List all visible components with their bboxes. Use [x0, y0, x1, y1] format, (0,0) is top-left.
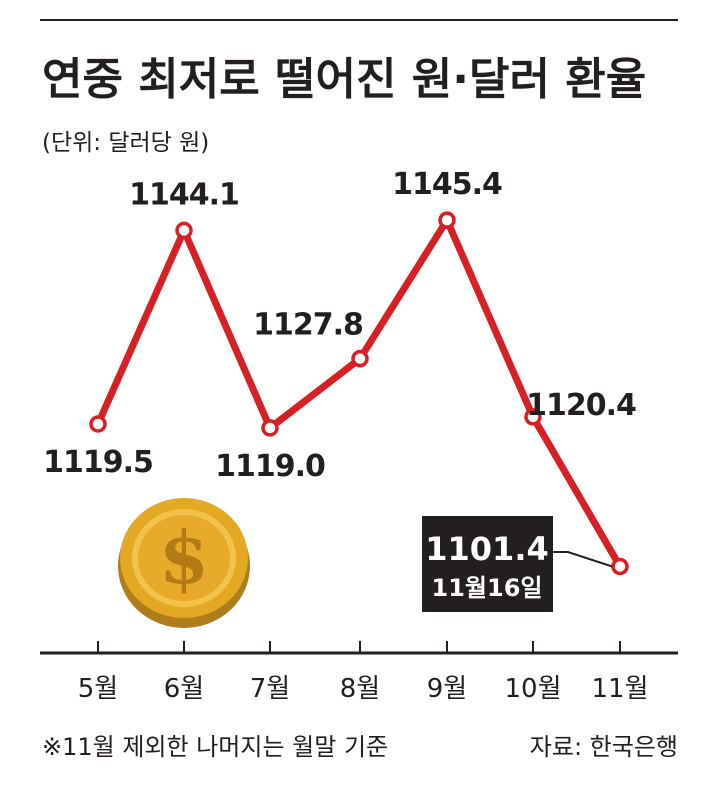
value-label: 1119.5: [43, 445, 153, 480]
data-point: [261, 419, 279, 437]
footnote: ※11월 제외한 나머지는 월말 기준: [42, 733, 388, 761]
data-point: [351, 349, 369, 368]
value-label: 1145.4: [392, 167, 502, 202]
value-labels-layer: 1119.5 1144.1 1119.0 1127.8 1145.4 1120.4: [43, 167, 637, 484]
x-tick-label: 9월: [427, 674, 467, 704]
callout-pointer: [553, 551, 613, 568]
chart-subtitle: (단위: 달러당 원): [42, 130, 209, 156]
callout-value: 1101.4: [425, 530, 548, 568]
x-tick-label: 11월: [591, 674, 648, 704]
callout-date: 11월16일: [432, 574, 543, 602]
source-note: 자료: 한국은행: [530, 733, 678, 761]
data-points-layer: [89, 211, 629, 576]
x-tick-label: 6월: [164, 674, 204, 704]
callout-box: [422, 516, 553, 612]
value-label: 1119.0: [215, 449, 325, 484]
data-point: [89, 415, 107, 433]
dollar-coin-icon: $: [118, 498, 250, 628]
x-axis-ticks: 5월 6월 7월 8월 9월 10월 11월: [78, 641, 649, 704]
value-label: 1144.1: [129, 177, 239, 212]
x-tick-label: 7월: [250, 674, 290, 704]
svg-text:$: $: [159, 515, 209, 600]
x-tick-label: 8월: [340, 674, 380, 704]
x-tick-label: 5월: [78, 674, 118, 704]
x-tick-label: 10월: [504, 674, 561, 704]
data-point: [175, 221, 193, 240]
latest-value-callout: 1101.4 11월16일: [422, 516, 613, 612]
chart-title: 연중 최저로 떨어진 원·달러 환율: [42, 54, 646, 105]
data-point: [438, 211, 456, 229]
data-point: [524, 408, 542, 426]
value-label: 1120.4: [526, 388, 636, 423]
data-point: [611, 557, 629, 576]
value-label: 1127.8: [253, 308, 363, 343]
